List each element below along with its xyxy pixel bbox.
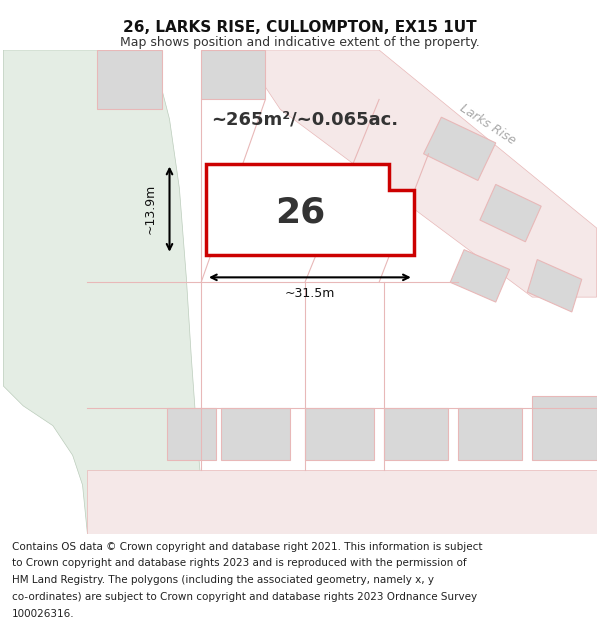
Polygon shape (480, 184, 541, 242)
Text: Map shows position and indicative extent of the property.: Map shows position and indicative extent… (120, 36, 480, 49)
Polygon shape (97, 50, 161, 109)
Polygon shape (4, 50, 201, 534)
Polygon shape (450, 249, 509, 302)
Polygon shape (201, 50, 265, 99)
Text: Contains OS data © Crown copyright and database right 2021. This information is : Contains OS data © Crown copyright and d… (12, 542, 482, 552)
Text: ~13.9m: ~13.9m (143, 184, 156, 234)
Polygon shape (221, 408, 290, 460)
Polygon shape (88, 470, 596, 534)
Polygon shape (527, 259, 582, 312)
Polygon shape (458, 408, 523, 460)
Text: ~265m²/~0.065ac.: ~265m²/~0.065ac. (211, 110, 398, 128)
Polygon shape (532, 396, 596, 460)
Text: Larks Rise: Larks Rise (457, 101, 518, 147)
Text: 26: 26 (275, 195, 325, 229)
Text: ~31.5m: ~31.5m (284, 287, 335, 299)
Polygon shape (305, 408, 374, 460)
Text: 100026316.: 100026316. (12, 609, 74, 619)
Text: co-ordinates) are subject to Crown copyright and database rights 2023 Ordnance S: co-ordinates) are subject to Crown copyr… (12, 592, 477, 602)
Text: to Crown copyright and database rights 2023 and is reproduced with the permissio: to Crown copyright and database rights 2… (12, 558, 467, 568)
Polygon shape (424, 118, 496, 181)
Polygon shape (206, 164, 413, 254)
Polygon shape (167, 408, 216, 460)
Text: HM Land Registry. The polygons (including the associated geometry, namely x, y: HM Land Registry. The polygons (includin… (12, 575, 434, 585)
Polygon shape (384, 408, 448, 460)
Polygon shape (241, 50, 596, 297)
Text: 26, LARKS RISE, CULLOMPTON, EX15 1UT: 26, LARKS RISE, CULLOMPTON, EX15 1UT (123, 20, 477, 35)
